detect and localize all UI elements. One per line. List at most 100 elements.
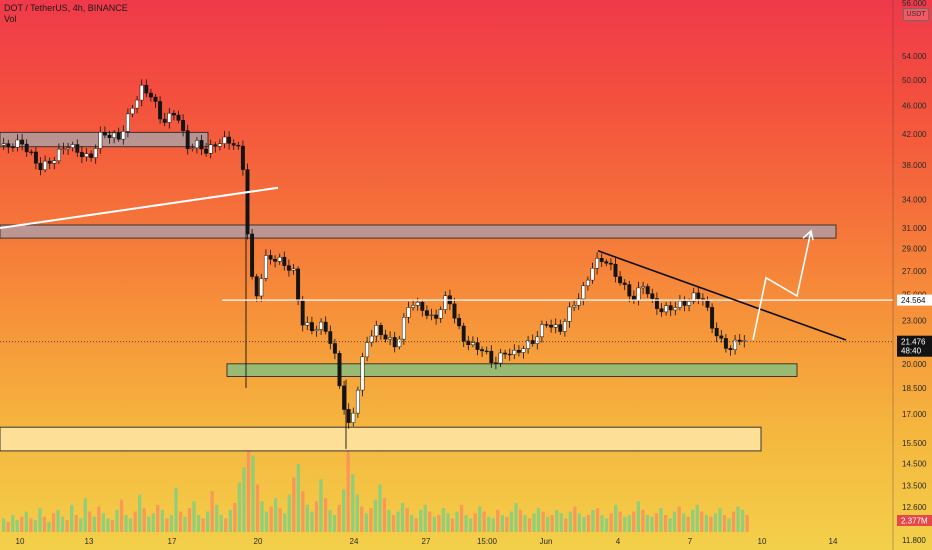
candle-down (719, 335, 724, 339)
candle-down (516, 349, 521, 353)
volume-bar (740, 509, 745, 532)
volume-bar (142, 508, 146, 532)
candle-down (38, 162, 43, 170)
candle-down (700, 298, 705, 300)
volume-bar (731, 511, 736, 532)
candle-up (576, 298, 581, 306)
candle-up (581, 285, 586, 300)
volume-bar (178, 511, 183, 532)
volume-bar (400, 503, 405, 532)
volume-bar (201, 518, 205, 532)
candle-up (411, 305, 416, 308)
time-tick-label: Jun (540, 537, 553, 546)
candle-down (466, 340, 471, 345)
volume-bar (614, 504, 618, 532)
time-tick-label: 27 (422, 537, 431, 546)
candle-down (6, 143, 11, 148)
demand-zone-yellow (0, 426, 762, 452)
candle-down (452, 303, 457, 319)
volume-bar (269, 506, 273, 532)
volume-bar (532, 513, 536, 532)
volume-bar (292, 477, 296, 532)
price-tick-label: 15.500 (902, 439, 927, 448)
price-tick-label: 17.000 (902, 410, 927, 419)
volume-bar (33, 520, 37, 532)
volume-bar (124, 515, 128, 532)
volume-bar (237, 482, 241, 532)
candle-down (346, 409, 351, 423)
line-price-tag (897, 294, 932, 306)
volume-bar (618, 511, 622, 532)
candle-up (595, 258, 600, 269)
candle-up (319, 321, 324, 330)
candle-down (457, 317, 462, 327)
volume-bar (677, 506, 681, 532)
time-tick-label: 20 (254, 537, 263, 546)
candle-down (24, 143, 29, 153)
volume-bar (659, 508, 663, 532)
volume-bar (101, 513, 105, 532)
volume-bar (328, 509, 332, 532)
candle-up (1, 143, 6, 146)
volume-bar (147, 516, 151, 532)
volume-bar (691, 509, 695, 532)
candle-up (365, 342, 370, 358)
volume-bar (682, 513, 686, 532)
volume-bar (310, 511, 314, 532)
volume-bar (500, 515, 504, 532)
candle-up (585, 279, 590, 287)
volume-bar (446, 513, 450, 532)
candle-up (691, 292, 696, 302)
volume-bar (187, 508, 192, 532)
candle-up (401, 317, 406, 340)
volume-bar (491, 518, 495, 532)
candle-up (121, 131, 126, 140)
volume-bar (568, 511, 572, 532)
candle-up (572, 305, 577, 308)
symbol-title: DOT / TetherUS, 4h, BINANCE (4, 3, 128, 13)
candle-down (33, 151, 38, 164)
candle-down (236, 144, 241, 147)
volume-bar (160, 509, 164, 532)
volume-bar (505, 516, 509, 532)
volume-bar (206, 511, 210, 532)
price-tick-label: 18.500 (902, 384, 927, 393)
volume-bar (595, 508, 600, 532)
volume-bar (704, 515, 708, 532)
volume-bar (550, 515, 554, 532)
volume-bar (405, 508, 409, 532)
volume-bar (92, 516, 96, 532)
volume-bar (555, 509, 559, 532)
candle-down (424, 310, 429, 316)
candle-down (622, 282, 627, 285)
candle-down (714, 327, 719, 337)
candle-up (351, 412, 356, 423)
candle-up (208, 144, 213, 154)
volume-bar (668, 518, 672, 532)
candle-up (305, 322, 310, 326)
candle-up (217, 143, 222, 147)
volume-bar (215, 504, 219, 532)
candle-up (562, 321, 567, 332)
volume-bar (251, 455, 255, 532)
candle-down (162, 118, 167, 123)
volume-bar (196, 515, 201, 532)
volume-bar (255, 484, 260, 532)
volume-bar (174, 487, 178, 532)
candle-down (604, 261, 609, 264)
currency-button[interactable]: USDT (903, 8, 929, 21)
volume-bar (686, 516, 690, 532)
volume-bar (432, 516, 436, 532)
volume-bar (700, 511, 704, 532)
volume-bar (283, 513, 287, 532)
price-axis[interactable]: 56.000 54.000 50.000 46.000 42.000 38.000 34.0… (892, 0, 927, 550)
volume-bar (423, 504, 427, 532)
time-tick-label: 15:00 (477, 537, 498, 546)
candle-down (342, 385, 347, 410)
price-tick-label: 31.000 (902, 224, 927, 233)
volume-bar (192, 501, 196, 532)
volume-bar (346, 448, 350, 532)
time-axis[interactable]: 10 13 17 20 24 27 15:00 Jun 4 7 10 14 (16, 537, 838, 546)
